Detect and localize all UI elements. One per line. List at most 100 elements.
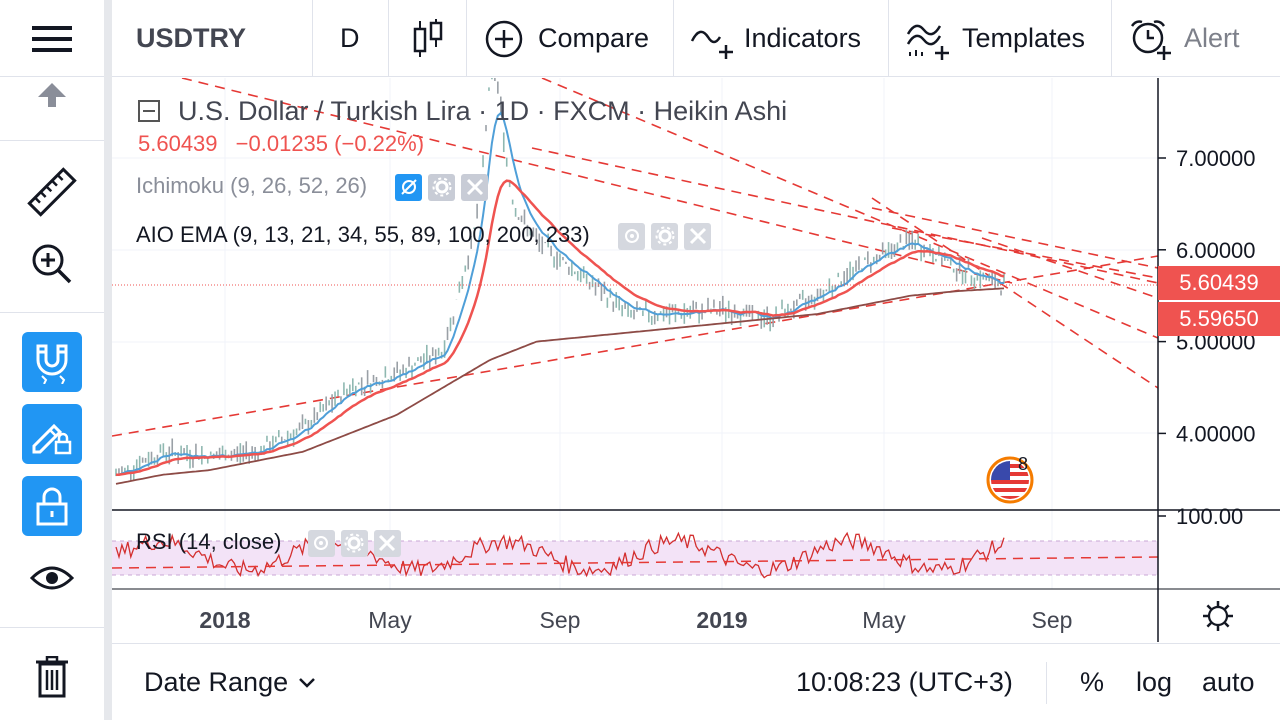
time-label: 2018: [199, 607, 250, 633]
second-price-value: 5.59650: [1179, 306, 1259, 331]
time-label: May: [368, 607, 412, 633]
ichimoku-legend[interactable]: Ichimoku (9, 26, 52, 26): [136, 173, 494, 201]
hide-ichimoku-button[interactable]: [395, 173, 423, 201]
measure-button[interactable]: [0, 160, 104, 224]
ema-slow-line: [115, 287, 1005, 485]
magnet-button[interactable]: [0, 332, 104, 392]
trendline: [112, 255, 1159, 437]
chart-grid: [112, 78, 1158, 589]
close-icon: [466, 179, 483, 196]
percent-label: %: [1080, 667, 1105, 697]
interval-button[interactable]: D: [340, 0, 360, 77]
trendline: [181, 78, 1013, 284]
date-range-button[interactable]: Date Range: [144, 644, 316, 720]
trendline: [541, 78, 1159, 339]
ema-fast-line: [115, 111, 1005, 476]
symbol-label: USDTRY: [136, 23, 247, 53]
rsi-band: [112, 541, 1158, 575]
hide-rsi-button[interactable]: [307, 529, 335, 557]
rsi-max-label: 100.00: [1176, 504, 1243, 529]
rsi-trendline[interactable]: [112, 556, 1159, 569]
clock-time: 10:08:23 (UTC+3): [796, 667, 1013, 697]
trendline: [531, 147, 1159, 284]
aio-ema-legend[interactable]: AIO EMA (9, 13, 21, 34, 55, 89, 100, 200…: [136, 222, 717, 250]
price-label: 4.00000: [1176, 421, 1256, 446]
chart-settings-gear-icon[interactable]: [1203, 601, 1233, 631]
ichimoku-label: Ichimoku (9, 26, 52, 26): [136, 173, 368, 198]
gear-icon: [344, 533, 364, 553]
log-scale-button[interactable]: log: [1136, 644, 1172, 720]
bottom-toolbar: Date Range 10:08:23 (UTC+3) % log auto: [112, 643, 1280, 720]
timezone-button[interactable]: 10:08:23 (UTC+3): [796, 644, 1013, 720]
percent-scale-button[interactable]: %: [1080, 644, 1104, 720]
hide-ema-button[interactable]: [618, 222, 645, 250]
compare-label: Compare: [538, 23, 650, 53]
ema-settings-button[interactable]: [651, 222, 678, 250]
alert-button[interactable]: Alert: [1130, 0, 1240, 77]
us-flag-icon: [986, 456, 1034, 504]
lock-drawing-icon: [32, 423, 72, 455]
symbol-search-button[interactable]: USDTRY: [136, 0, 246, 77]
toolbar-divider: [104, 0, 112, 720]
chart-area[interactable]: 7.00000 6.00000 5.00000 4.00000 100.00 2018 M…: [112, 78, 1280, 642]
price-change: −0.01235 (−0.22%): [235, 131, 425, 156]
chart-style-button[interactable]: [412, 0, 444, 77]
zoom-button[interactable]: [0, 238, 104, 290]
candles-icon: [413, 18, 443, 57]
price-row: 5.60439 −0.01235 (−0.22%): [138, 131, 424, 157]
rsi-settings-button[interactable]: [340, 529, 368, 557]
remove-ema-button[interactable]: [684, 222, 711, 250]
indicators-label: Indicators: [744, 23, 862, 53]
visibility-button[interactable]: [0, 560, 104, 596]
interval-label: D: [340, 23, 360, 53]
gear-icon: [432, 177, 452, 197]
last-price-tag: 5.60439: [1158, 266, 1280, 300]
auto-label: auto: [1202, 667, 1255, 697]
eye-icon: [624, 229, 639, 244]
trendline: [871, 197, 1159, 389]
time-label: May: [862, 607, 906, 633]
left-toolbar: [0, 0, 104, 720]
current-price: 5.60439: [138, 131, 218, 156]
templates-button[interactable]: Templates: [906, 0, 1085, 77]
trendline: [891, 227, 1159, 279]
indicators-button[interactable]: Indicators: [690, 0, 861, 77]
chart-title: U.S. Dollar / Turkish Lira · 1D · FXCM ·…: [178, 96, 788, 126]
economic-events-badge[interactable]: 8: [984, 454, 1036, 504]
rsi-legend[interactable]: RSI (14, close): [136, 529, 407, 557]
trash-icon: [36, 656, 68, 698]
trendline: [871, 207, 1159, 269]
price-label: 6.00000: [1176, 238, 1256, 263]
templates-label: Templates: [962, 23, 1086, 53]
scroll-up-icon: [38, 83, 66, 107]
chevron-down-icon: [299, 677, 315, 688]
alert-label: Alert: [1184, 23, 1240, 53]
remove-ichimoku-button[interactable]: [461, 173, 489, 201]
gear-icon: [655, 226, 674, 246]
compare-button[interactable]: Compare: [484, 0, 649, 77]
close-icon: [689, 228, 706, 245]
lock-all-button[interactable]: [0, 476, 104, 536]
time-label: Sep: [1032, 607, 1073, 633]
close-icon: [379, 535, 396, 552]
templates-icon: [906, 24, 949, 60]
aio-ema-label: AIO EMA (9, 13, 21, 34, 55, 89, 100, 200…: [136, 222, 590, 247]
trendlines[interactable]: [112, 78, 1159, 437]
eye-icon: [30, 566, 74, 590]
remove-rsi-button[interactable]: [373, 529, 401, 557]
ichimoku-settings-button[interactable]: [428, 173, 456, 201]
scroll-up-button[interactable]: [0, 80, 104, 110]
trendline: [981, 237, 1159, 299]
lock-drawings-button[interactable]: [0, 404, 104, 464]
time-axis[interactable]: 2018 May Sep 2019 May Sep: [199, 607, 1072, 633]
auto-scale-button[interactable]: auto: [1202, 644, 1255, 720]
remove-drawings-button[interactable]: [0, 654, 104, 700]
lock-icon: [36, 487, 68, 526]
collapse-legend-icon[interactable]: [138, 99, 160, 122]
zoom-in-icon: [32, 244, 72, 284]
menu-button[interactable]: [0, 10, 104, 68]
eye-icon: [314, 536, 329, 551]
plus-circle-icon: [485, 20, 523, 57]
